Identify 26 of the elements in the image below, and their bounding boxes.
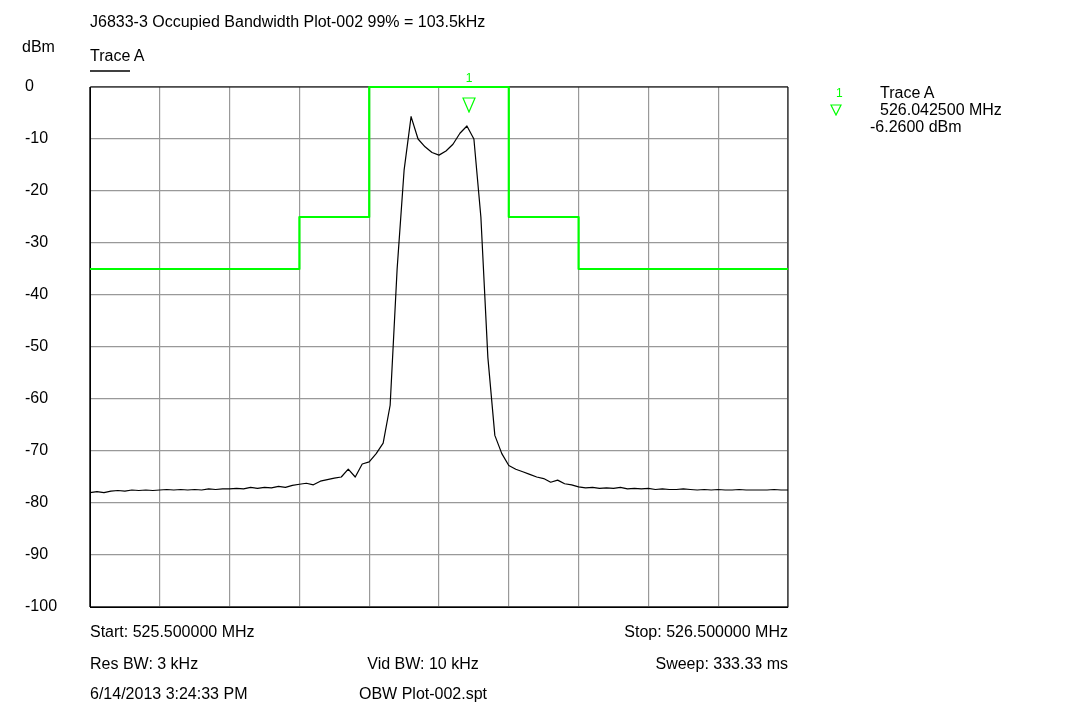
text: OBW Plot-002.spt (358, 685, 488, 703)
text: 1 (465, 71, 473, 86)
text: 6/14/2013 3:24:33 PM (90, 685, 248, 703)
text: 526.042500 MHz (880, 101, 1002, 119)
text: Stop: 526.500000 MHz (624, 623, 788, 641)
text: Start: 525.500000 MHz (90, 623, 255, 641)
y-tick-label: -20 (25, 181, 49, 199)
y-tick-label: -70 (25, 441, 49, 459)
text: Trace A (880, 84, 935, 102)
y-tick-label: 0 (25, 77, 34, 95)
y-tick-label: -90 (25, 545, 49, 563)
text: Sweep: 333.33 ms (655, 655, 788, 673)
y-tick-label: -50 (25, 337, 49, 355)
y-tick-label: -60 (25, 389, 49, 407)
y-tick-label: -10 (25, 129, 49, 147)
text: Vid BW: 10 kHz (367, 655, 479, 673)
chart-title: J6833-3 Occupied Bandwidth Plot-002 99% = 103.5kHz (90, 13, 486, 31)
text: -6.2600 dBm (870, 118, 962, 136)
y-tick-label: -40 (25, 285, 49, 303)
text: Res BW: 3 kHz (90, 655, 199, 673)
text: 1 (836, 86, 843, 101)
y-tick-label: -30 (25, 233, 49, 251)
y-tick-label: -100 (25, 597, 58, 615)
y-axis-title: dBm (22, 38, 55, 56)
text: Trace A (90, 47, 145, 65)
y-tick-label: -80 (25, 493, 49, 511)
